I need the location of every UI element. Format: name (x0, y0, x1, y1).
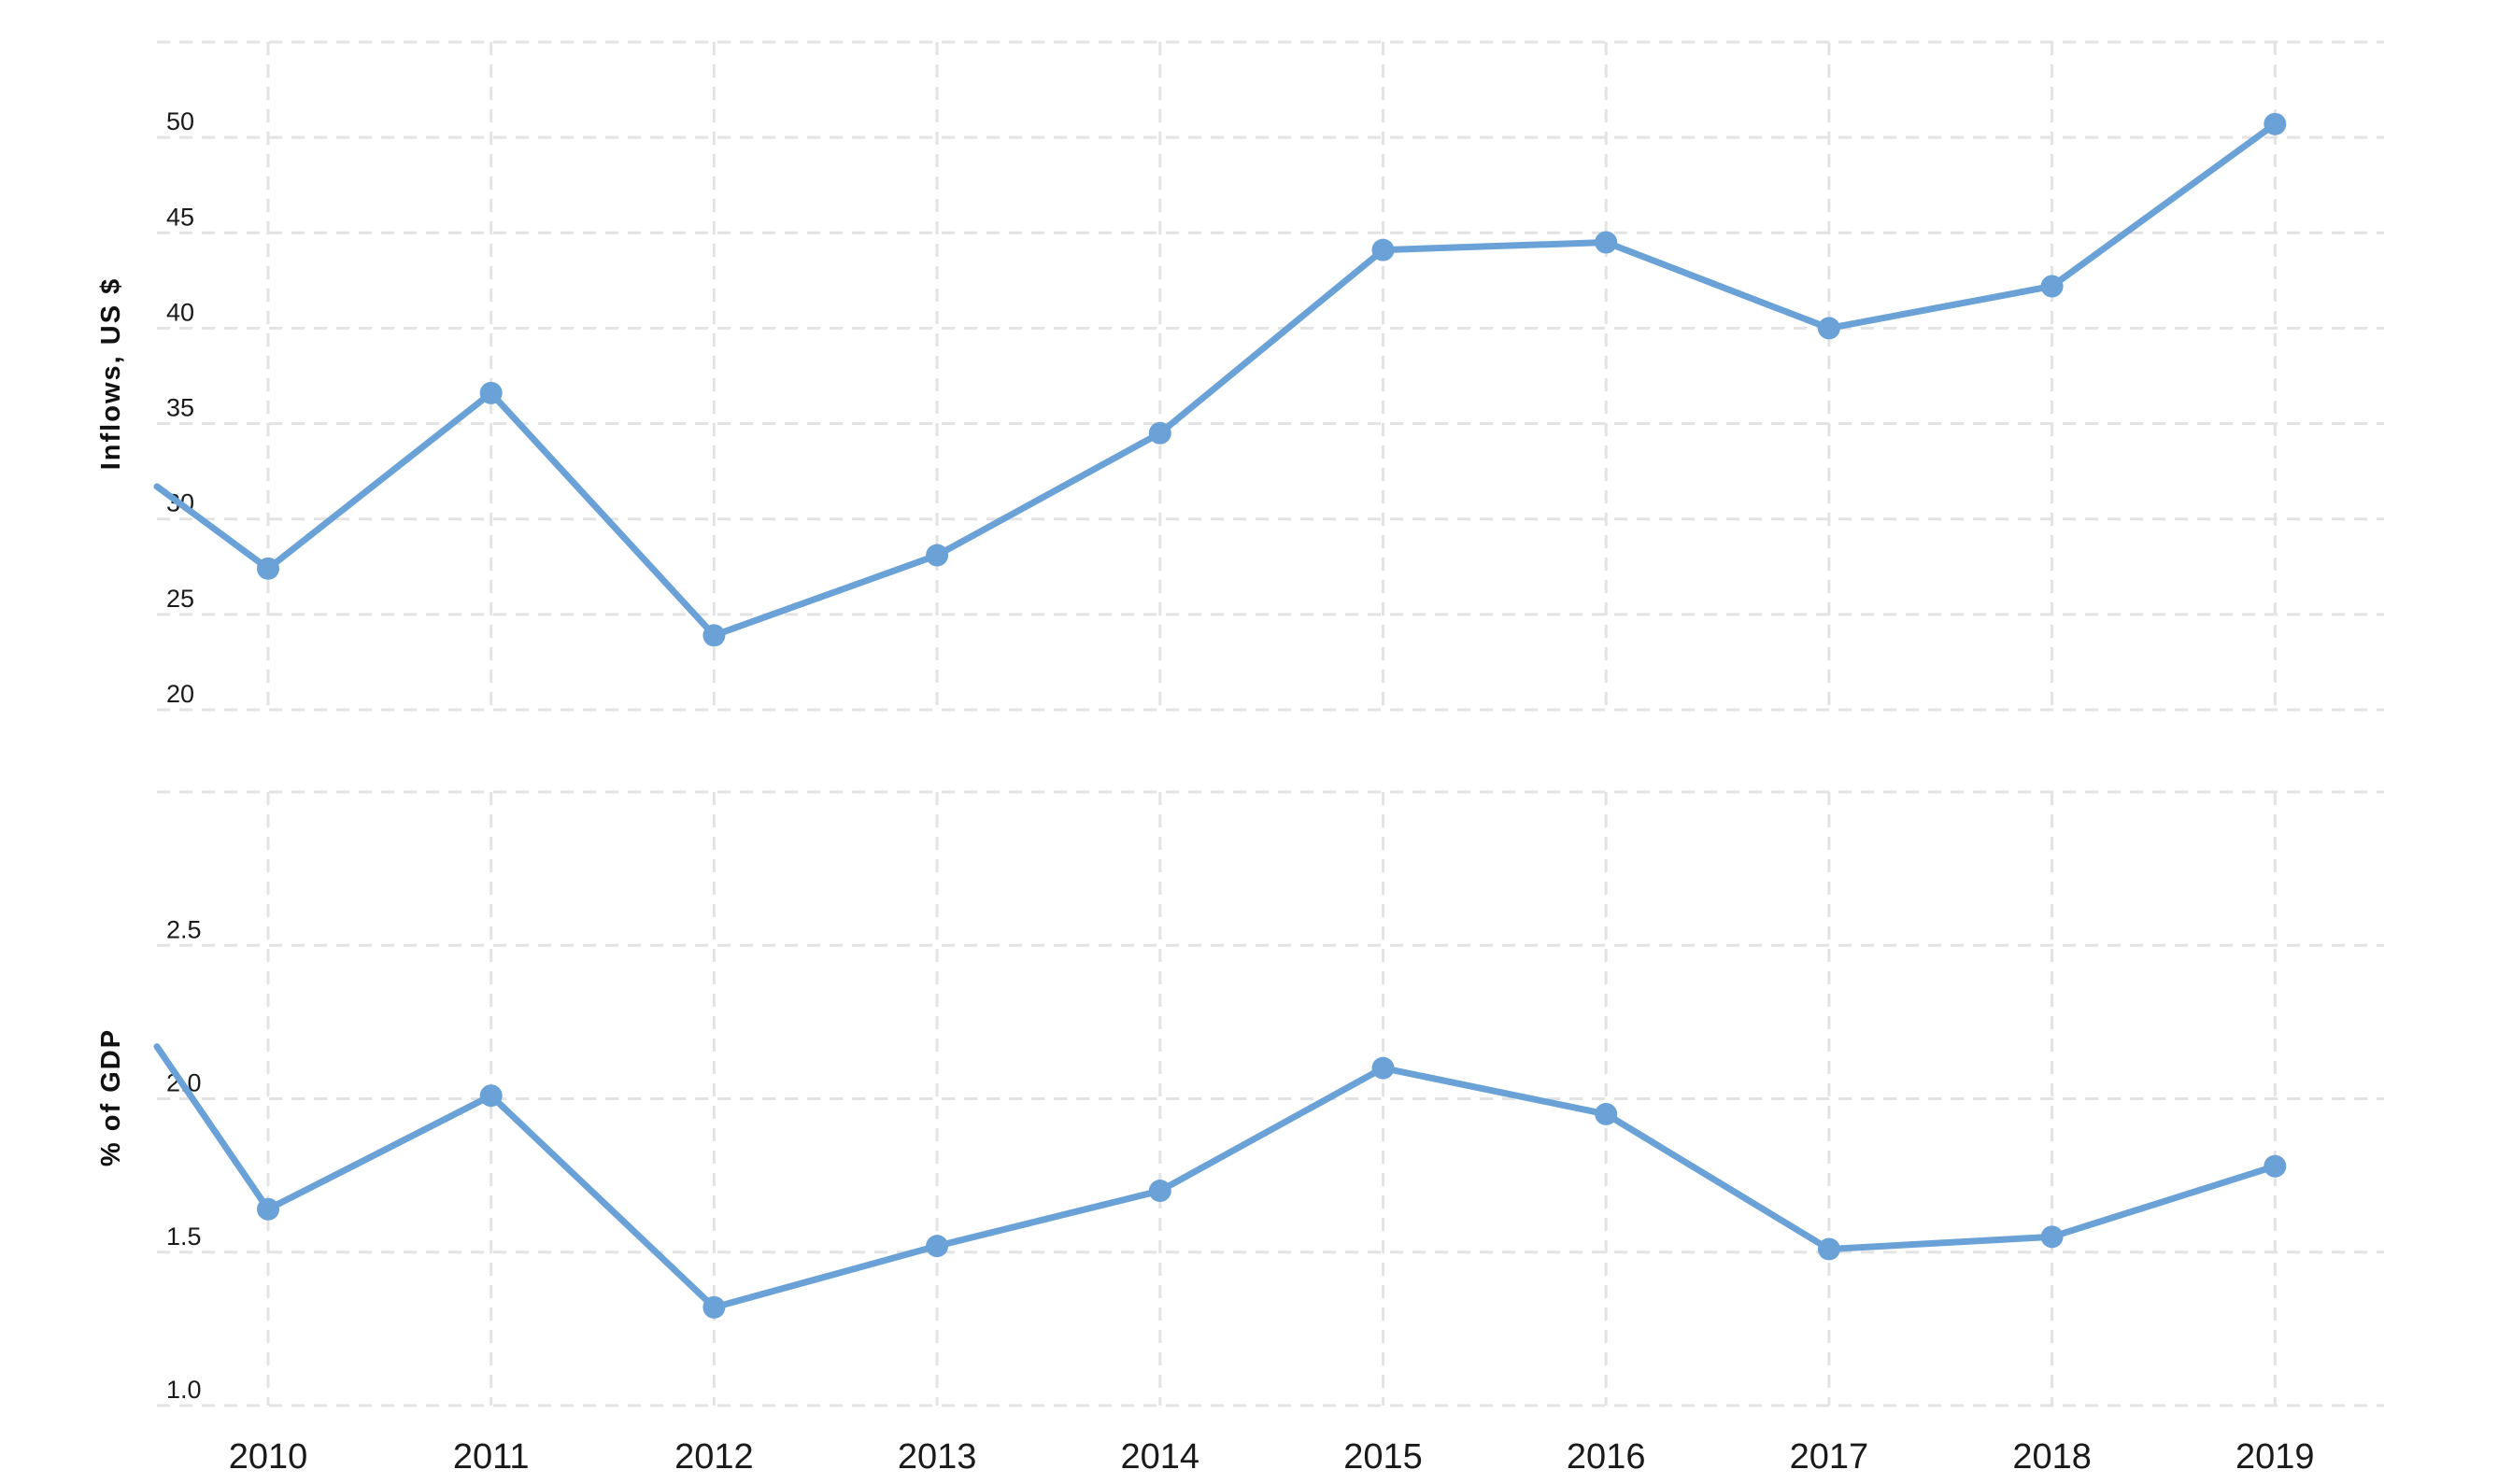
x-tick-label: 2018 (2012, 1437, 2092, 1477)
gdp-share-data-point[interactable] (703, 1295, 726, 1319)
gdp-share-series-line (153, 1043, 2278, 1311)
gdp-share-data-point[interactable] (1148, 1180, 1171, 1203)
inflows-data-point[interactable] (2040, 275, 2064, 298)
inflows-data-point[interactable] (1817, 317, 1840, 340)
inflows-y-tick-label: 45 (166, 203, 194, 231)
inflows-data-point[interactable] (1148, 421, 1171, 445)
inflows-y-tick-label: 40 (166, 298, 194, 326)
gdp-share-axis-title: % of GDP (96, 1028, 126, 1166)
inflows-data-point[interactable] (2264, 112, 2287, 135)
x-tick-label: 2016 (1567, 1437, 1646, 1477)
x-axis: 2010 2011 2012 2013 2014 2015 2016 2017 2018 2019 (229, 1437, 2315, 1477)
gdp-share-y-tick-label: 2.5 (166, 915, 202, 943)
inflows-y-tick-label: 20 (166, 680, 194, 708)
x-tick-label: 2014 (1121, 1437, 1200, 1477)
inflows-data-point[interactable] (479, 381, 503, 404)
x-tick-label: 2012 (674, 1437, 754, 1477)
gdp-share-y-tick-label: 1.0 (166, 1376, 202, 1404)
gdp-share-y-tick-label: 1.5 (166, 1223, 202, 1251)
gdp-share-data-point[interactable] (1371, 1056, 1395, 1080)
gdp-share-data-point[interactable] (2264, 1154, 2287, 1178)
gdp-share-data-point[interactable] (479, 1084, 503, 1108)
inflows-y-tick-label: 25 (166, 585, 194, 613)
gdp-share-panel: 1.01.52.02.5% of GDP (96, 790, 2384, 1407)
inflows-data-point[interactable] (257, 557, 279, 580)
inflows-data-point[interactable] (703, 624, 726, 647)
x-tick-label: 2011 (453, 1437, 530, 1477)
gdp-share-data-point[interactable] (1595, 1102, 1618, 1125)
inflows-y-tick-label: 35 (166, 394, 194, 422)
inflows-data-point[interactable] (1595, 231, 1618, 254)
gdp-share-data-point[interactable] (926, 1235, 949, 1258)
gdp-share-data-point[interactable] (1817, 1237, 1840, 1261)
gdp-share-data-point[interactable] (2040, 1225, 2064, 1249)
x-tick-label: 2015 (1343, 1437, 1423, 1477)
inflows-data-point[interactable] (926, 544, 949, 567)
x-tick-label: 2013 (898, 1437, 977, 1477)
inflows-axis-title: Inflows, US $ (96, 277, 126, 470)
inflows-series-line (153, 120, 2278, 639)
gdp-share-data-point[interactable] (257, 1197, 279, 1221)
x-tick-label: 2019 (2235, 1437, 2315, 1477)
x-tick-label: 2010 (229, 1437, 308, 1477)
inflows-data-point[interactable] (1371, 238, 1395, 261)
inflows-y-tick-label: 50 (166, 107, 194, 135)
x-tick-label: 2017 (1790, 1437, 1869, 1477)
